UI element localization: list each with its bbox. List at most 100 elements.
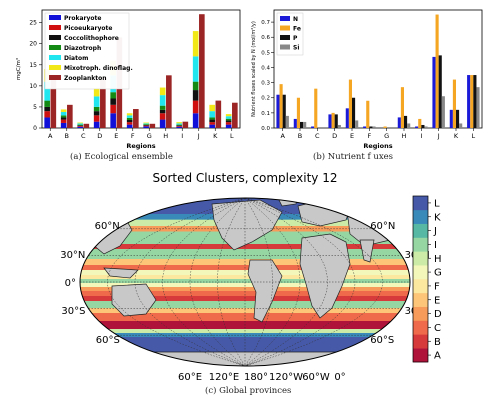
y-tick-label: 0 xyxy=(33,125,37,132)
bar-segment-diatom xyxy=(126,115,133,118)
colorbar-label: A xyxy=(434,351,441,362)
bar-segment-prokaryote xyxy=(110,113,116,128)
bar-segment-diazotroph xyxy=(225,118,232,121)
bar-segment-diazotroph xyxy=(209,117,215,120)
bar-p xyxy=(421,124,425,128)
bar-n xyxy=(276,94,280,128)
legend-swatch xyxy=(49,75,61,80)
legend-label: Coccolithophore xyxy=(64,35,119,42)
bar-segment-diatom xyxy=(93,96,100,107)
y-tick-label: 0.6 xyxy=(261,35,270,41)
longitude-gridline xyxy=(107,198,246,366)
legend-label: Picoeukaryote xyxy=(64,25,112,32)
x-tick-label: L xyxy=(230,132,234,140)
bar-segment-prokaryote xyxy=(143,126,149,128)
bar-segment-zooplankton xyxy=(67,104,73,128)
colorbar-label: D xyxy=(434,309,442,320)
bar-segment-picoeukaryote xyxy=(77,125,83,127)
bar-n xyxy=(311,126,315,128)
bar-segment-zooplankton xyxy=(133,109,139,128)
bar-p xyxy=(282,94,286,128)
bar-segment-diatom xyxy=(176,123,182,125)
bar-n xyxy=(328,114,332,128)
longitude-gridline xyxy=(244,198,328,366)
bar-fe xyxy=(296,97,300,128)
bar-segment-diazotroph xyxy=(192,81,199,91)
bar-n xyxy=(345,108,349,128)
bar-segment-zooplankton xyxy=(215,100,222,128)
legend-label: N xyxy=(293,16,298,23)
bar-segment-prokaryote xyxy=(77,126,83,128)
bar-p xyxy=(473,75,477,128)
bar-si xyxy=(424,126,428,128)
lat-label-left: 30°N xyxy=(60,250,85,261)
bar-segment-prokaryote xyxy=(209,124,215,128)
x-tick-label: B xyxy=(65,132,69,140)
bar-segment-mixotroph-dinoflag- xyxy=(143,122,149,124)
bar-segment-prokaryote xyxy=(126,124,133,128)
bar-segment-zooplankton xyxy=(182,121,189,128)
bar-segment-mixotroph-dinoflag- xyxy=(77,122,83,124)
y-tick-label: 15 xyxy=(29,62,37,69)
bar-n xyxy=(415,126,419,128)
x-tick-label: I xyxy=(420,132,422,140)
x-tick-label: E xyxy=(350,132,354,140)
map-title: Sorted Clusters, complexity 12 xyxy=(153,171,338,185)
bar-segment-prokaryote xyxy=(44,117,50,128)
legend-swatch xyxy=(49,65,61,70)
legend-label: Diatom xyxy=(64,55,88,62)
bar-segment-diatom xyxy=(209,111,215,118)
x-tick-label: B xyxy=(298,132,302,140)
province-band-e xyxy=(80,308,410,314)
legend-swatch xyxy=(49,55,61,60)
bar-segment-diatom xyxy=(44,81,50,101)
bar-segment-zooplankton xyxy=(50,75,57,128)
bar-si xyxy=(355,120,359,128)
bar-segment-mixotroph-dinoflag- xyxy=(209,104,215,112)
colorbar-label: J xyxy=(433,226,437,237)
bar-segment-picoeukaryote xyxy=(225,122,232,125)
bar-segment-diazotroph xyxy=(60,115,67,118)
bar-si xyxy=(372,126,376,128)
bar-segment-mixotroph-dinoflag- xyxy=(126,113,133,116)
longitude-gridline xyxy=(217,198,246,366)
longitude-gridline xyxy=(244,198,273,366)
x-axis-label: Regions xyxy=(363,142,392,150)
bar-p xyxy=(456,109,460,128)
x-tick-label: L xyxy=(472,132,476,140)
bar-si xyxy=(303,121,307,128)
nutrient-fluxes-chart: 0.0 0.1 0.2 0.3 0.4 0.5 0.6 0.7 A B C D E F G H I J K L Regi… xyxy=(251,9,483,150)
bar-segment-mixotroph-dinoflag- xyxy=(192,31,199,57)
legend-swatch xyxy=(280,35,290,40)
x-tick-label: E xyxy=(114,132,118,140)
bar-fe xyxy=(418,118,422,128)
bar-segment-prokaryote xyxy=(60,122,67,128)
bar-segment-picoeukaryote xyxy=(143,125,149,127)
bar-segment-zooplankton xyxy=(232,102,238,128)
x-tick-label: J xyxy=(197,132,200,140)
x-axis-label: Regions xyxy=(126,142,155,150)
bar-segment-diazotroph xyxy=(126,117,133,120)
x-tick-label: A xyxy=(280,132,285,140)
colorbar-label: H xyxy=(434,254,442,265)
y-tick-label: 0.4 xyxy=(261,65,270,71)
colorbar-segment-e xyxy=(413,292,428,307)
bar-segment-diazotroph xyxy=(93,106,100,112)
legend-label: Mixotroph. dinoflag. xyxy=(64,65,133,72)
longitude-gridline xyxy=(244,198,356,366)
colorbar-label: I xyxy=(434,240,437,251)
bar-segment-prokaryote xyxy=(225,124,232,128)
bar-segment-diatom xyxy=(159,95,166,106)
bar-segment-diatom xyxy=(143,123,149,125)
colorbar-frame xyxy=(412,195,429,363)
bar-segment-mixotroph-dinoflag- xyxy=(93,87,100,97)
bar-n xyxy=(363,126,367,128)
x-tick-label: F xyxy=(367,132,371,140)
colorbar-segment-f xyxy=(413,279,428,294)
bar-si xyxy=(407,123,411,128)
legend-swatch xyxy=(49,25,61,30)
bar-p xyxy=(369,126,373,128)
plot-frame xyxy=(41,9,241,129)
province-band-b xyxy=(80,296,410,302)
lat-label-right: 60°S xyxy=(370,335,394,346)
